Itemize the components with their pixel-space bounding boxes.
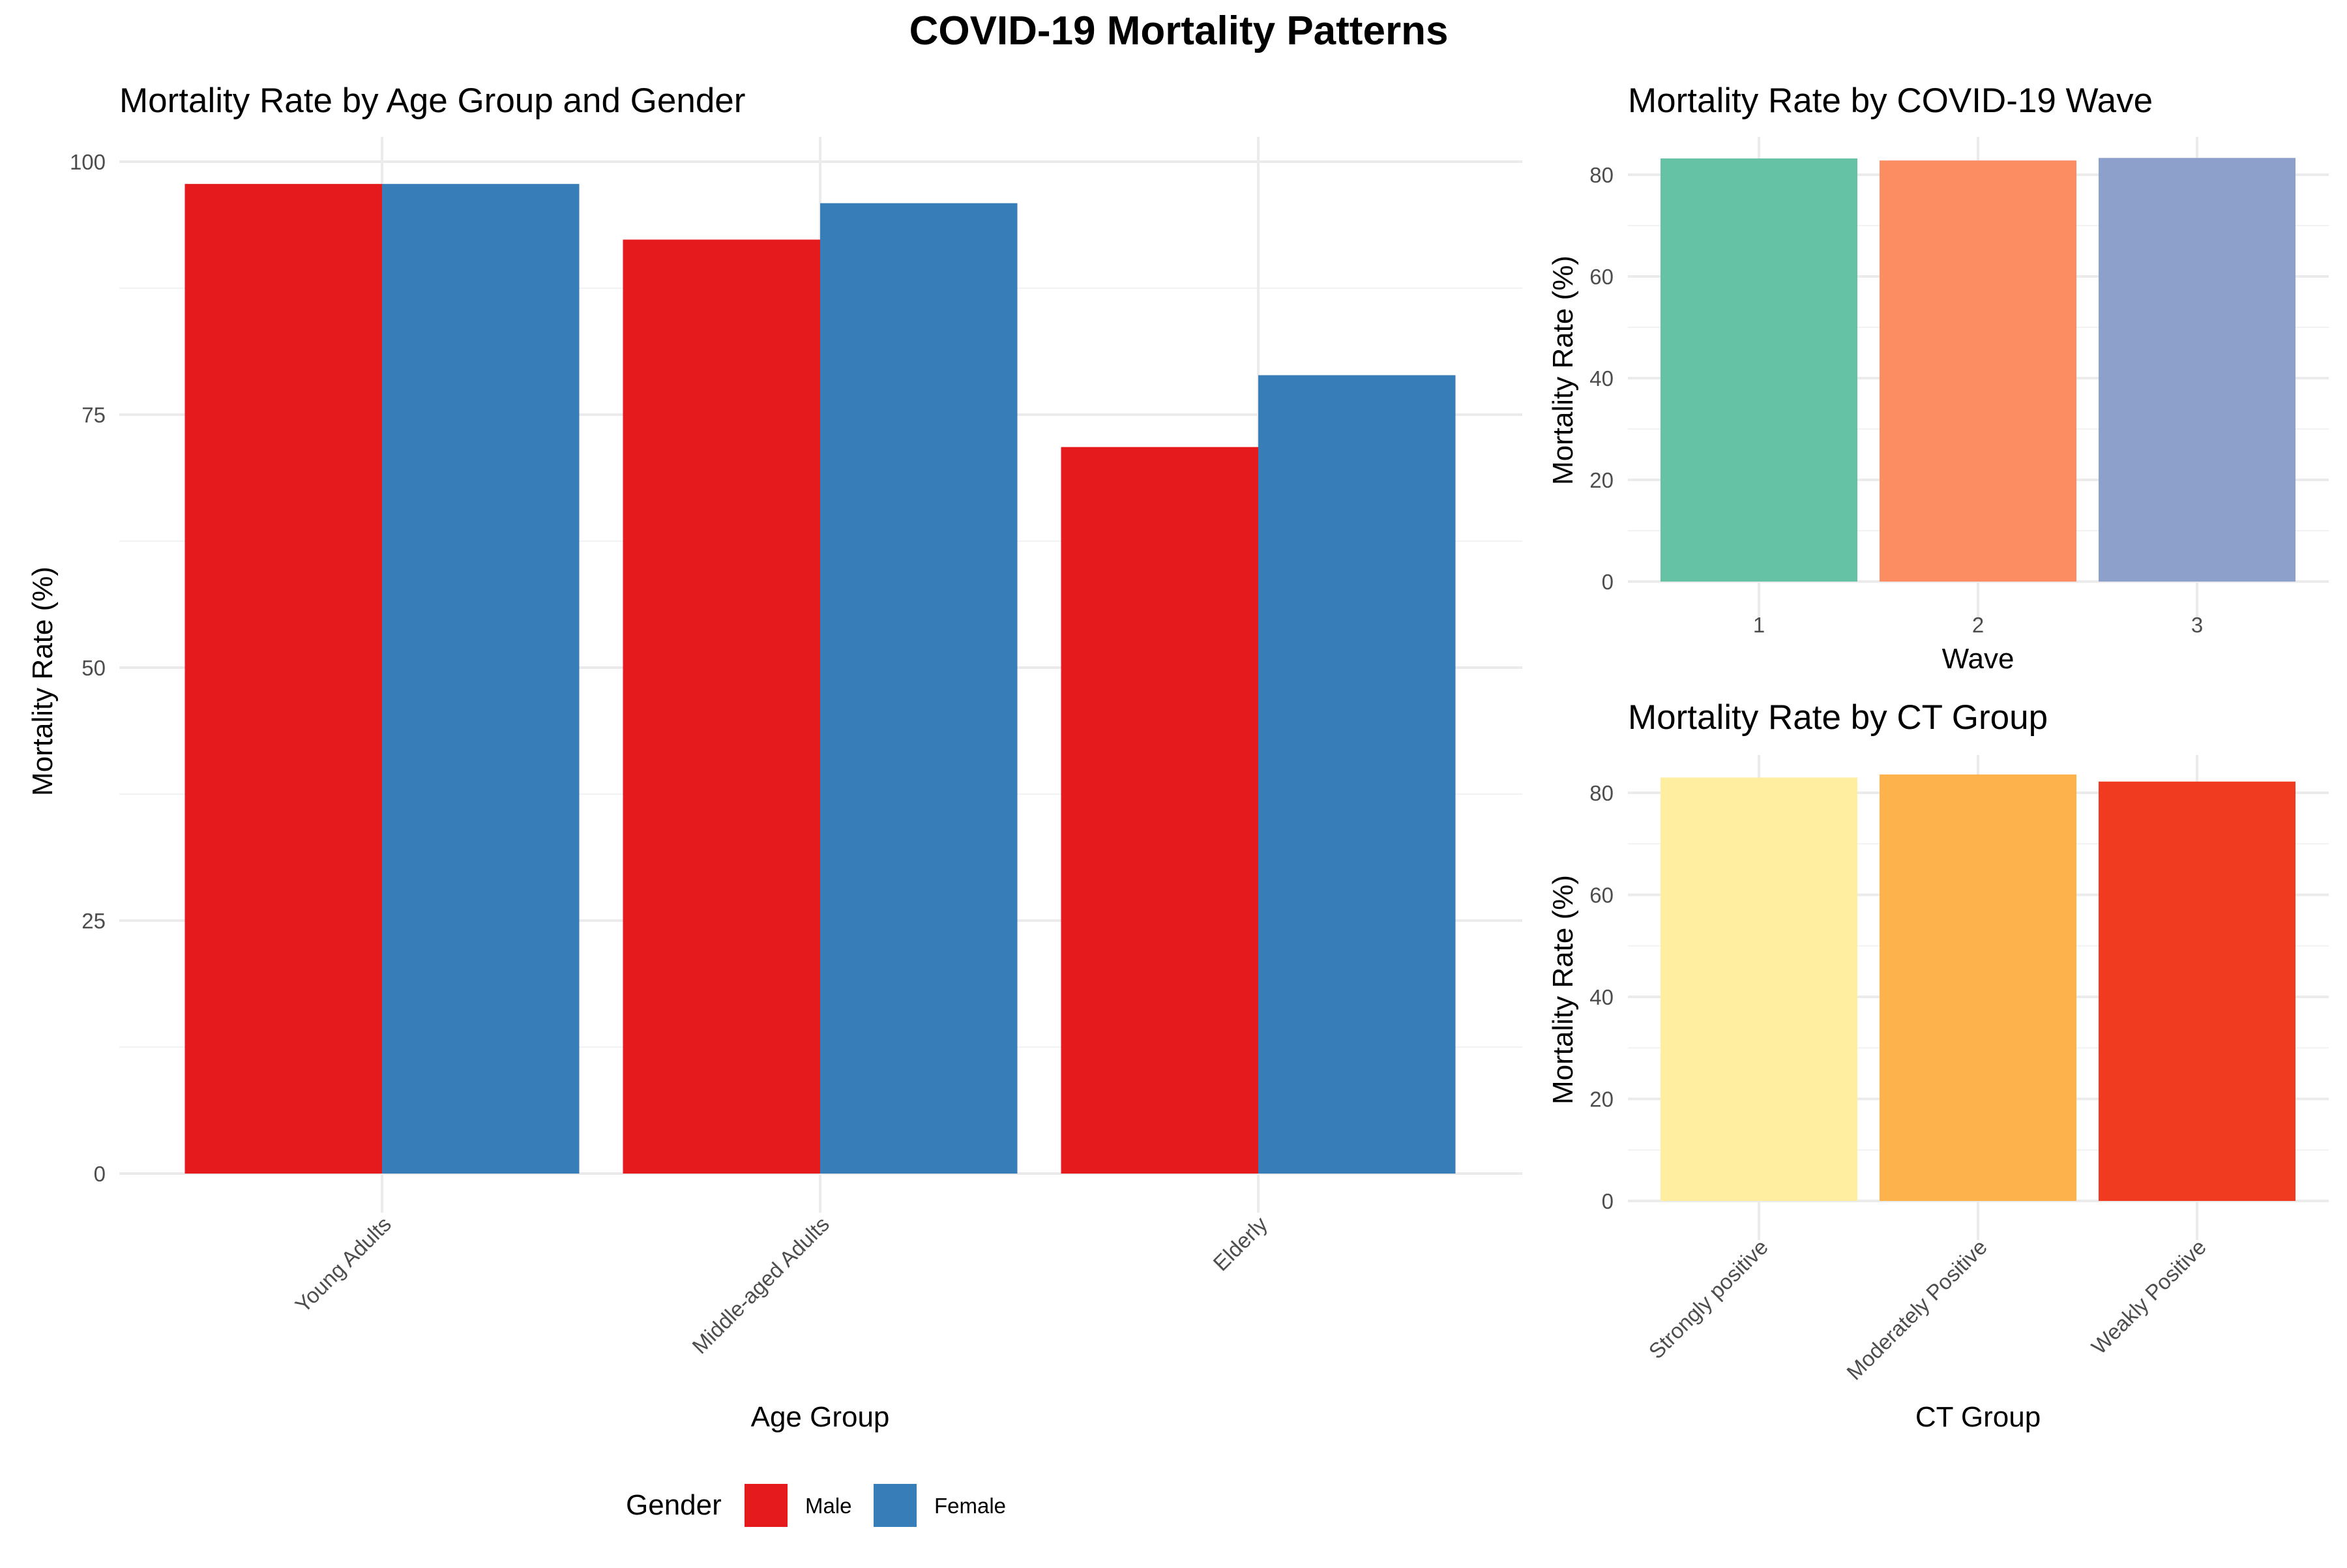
bar-ct-group-strongly-positive (1661, 777, 1857, 1201)
ct-group-y-tick-label: 80 (1589, 781, 1614, 805)
ct-group-x-tick-label: Strongly positive (1644, 1235, 1773, 1363)
bar-young-adults-female (382, 184, 580, 1174)
age-gender-x-axis-title: Age Group (751, 1401, 890, 1433)
age-gender-x-tick-label: Elderly (1208, 1211, 1272, 1275)
age-gender-y-tick-label: 50 (81, 656, 106, 680)
figure-title: COVID-19 Mortality Patterns (909, 8, 1449, 53)
gender-legend-title: Gender (626, 1489, 722, 1521)
wave-x-tick-label: 2 (1972, 613, 1984, 637)
bar-middle-aged-adults-male (623, 239, 820, 1174)
ct-group-x-ticks: Strongly positive Moderately Positive Weak… (1644, 1235, 2211, 1385)
gender-legend-items: Male Female (745, 1484, 1006, 1527)
age-gender-y-tick-label: 0 (94, 1162, 106, 1186)
legend-key-female (874, 1484, 917, 1527)
ct-group-y-tick-label: 20 (1589, 1087, 1614, 1112)
wave-x-tick-label: 1 (1753, 613, 1765, 637)
wave-y-axis-title: Mortality Rate (%) (1547, 256, 1579, 485)
bar-wave-3 (2099, 158, 2295, 582)
bar-elderly-female (1258, 375, 1456, 1174)
wave-panel: Mortality Rate by COVID-19 Wave 0 20 40 60 8… (1547, 81, 2329, 675)
legend-label-female: Female (934, 1494, 1006, 1518)
bar-elderly-male (1061, 447, 1258, 1174)
wave-y-tick-label: 40 (1589, 366, 1614, 391)
wave-y-tick-label: 80 (1589, 163, 1614, 187)
legend-key-male (745, 1484, 788, 1527)
age-gender-x-tick-label: Young Adults (290, 1212, 396, 1318)
wave-x-tick-label: 3 (2191, 613, 2203, 637)
legend-label-male: Male (805, 1494, 852, 1518)
ct-group-y-ticks: 0 20 40 60 80 (1589, 781, 1614, 1213)
bar-wave-2 (1880, 160, 2076, 582)
age-gender-y-ticks: 0 25 50 75 100 (70, 150, 106, 1186)
wave-bars (1661, 158, 2295, 582)
bar-ct-group-moderately-positive (1880, 774, 2076, 1201)
bar-middle-aged-adults-female (820, 203, 1018, 1174)
bar-wave-1 (1661, 158, 1857, 582)
age-gender-panel: Mortality Rate by Age Group and Gender 0… (27, 81, 1522, 1527)
ct-group-y-tick-label: 0 (1602, 1189, 1614, 1213)
age-gender-bars (185, 184, 1456, 1174)
ct-group-x-tick-label: Moderately Positive (1842, 1235, 1992, 1385)
ct-group-x-tick-label: Weakly Positive (2087, 1235, 2211, 1359)
ct-group-y-axis-title: Mortality Rate (%) (1547, 875, 1579, 1104)
ct-group-x-axis-title: CT Group (1915, 1401, 2041, 1433)
age-gender-y-axis-title: Mortality Rate (%) (27, 567, 59, 796)
age-gender-x-ticks: Young Adults Middle-aged Adults Elderly (290, 1211, 1272, 1358)
wave-y-ticks: 0 20 40 60 80 (1589, 163, 1614, 594)
gender-legend: Gender Male Female (626, 1484, 1006, 1527)
age-gender-panel-title: Mortality Rate by Age Group and Gender (119, 81, 745, 120)
wave-y-tick-label: 0 (1602, 570, 1614, 594)
wave-y-tick-label: 60 (1589, 265, 1614, 289)
age-gender-y-tick-label: 25 (81, 909, 106, 933)
ct-group-bars (1661, 774, 2295, 1201)
wave-y-tick-label: 20 (1589, 468, 1614, 492)
wave-x-axis-title: Wave (1942, 643, 2015, 675)
age-gender-y-tick-label: 100 (70, 150, 106, 174)
bar-ct-group-weakly-positive (2099, 781, 2295, 1201)
wave-x-ticks: 1 2 3 (1753, 613, 2203, 637)
age-gender-x-tick-label: Middle-aged Adults (687, 1212, 834, 1359)
wave-panel-title: Mortality Rate by COVID-19 Wave (1628, 81, 2153, 120)
ct-group-panel: Mortality Rate by CT Group 0 20 40 60 80 Str… (1547, 698, 2329, 1433)
age-gender-y-tick-label: 75 (81, 403, 106, 427)
ct-group-panel-title: Mortality Rate by CT Group (1628, 698, 2048, 737)
ct-group-y-tick-label: 40 (1589, 985, 1614, 1009)
ct-group-y-tick-label: 60 (1589, 883, 1614, 908)
bar-young-adults-male (185, 184, 382, 1174)
